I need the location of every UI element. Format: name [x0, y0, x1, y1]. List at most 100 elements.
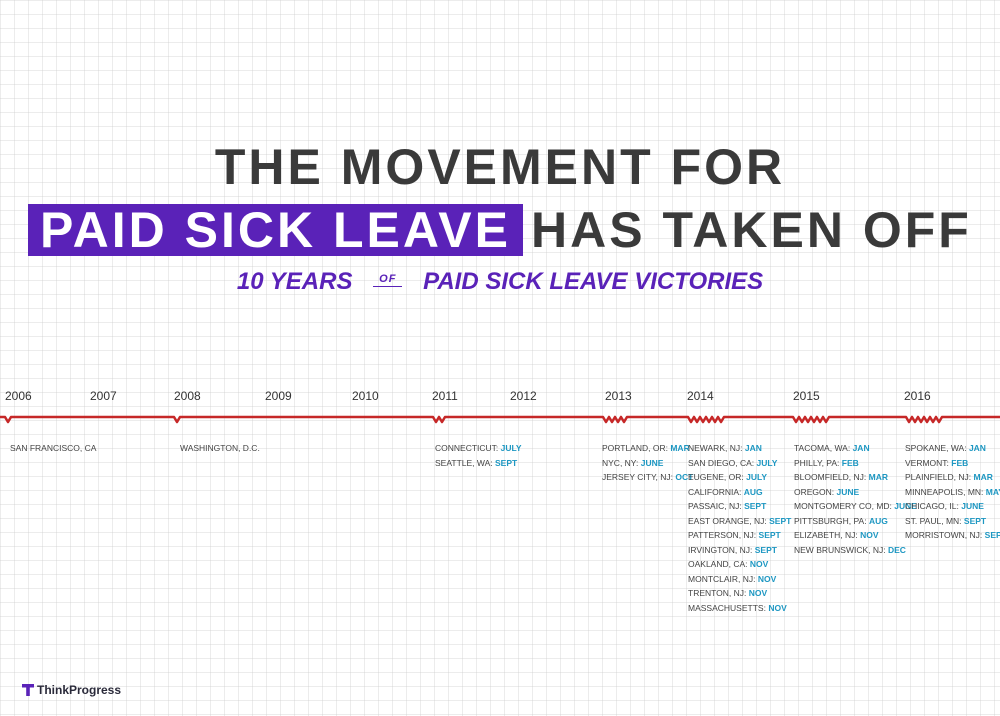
place-label: SAN FRANCISCO, CA — [10, 443, 97, 453]
month-label: MAR — [868, 472, 888, 482]
place-label: EUGENE, OR: — [688, 472, 744, 482]
place-label: NEWARK, NJ: — [688, 443, 743, 453]
month-label: NOV — [749, 559, 769, 569]
year-label-2008: 2008 — [174, 389, 201, 403]
column-2008: WASHINGTON, D.C. — [180, 441, 260, 456]
place-label: WASHINGTON, D.C. — [180, 443, 260, 453]
month-label: MAR — [973, 472, 993, 482]
timeline-line — [0, 415, 1000, 424]
column-2011: CONNECTICUT: JULY SEATTLE, WA: SEPT — [435, 441, 522, 470]
place-label: IRVINGTON, NJ: — [688, 544, 753, 555]
victory-entry: OAKLAND, CA: NOV — [688, 557, 791, 572]
place-label: OAKLAND, CA: — [688, 559, 748, 569]
victory-entry: EAST ORANGE, NJ: SEPT — [688, 514, 791, 529]
month-label: SEPT — [744, 501, 767, 511]
place-label: NYC, NY: — [602, 457, 639, 468]
column-2013: PORTLAND, OR: MAR NYC, NY: JUNE JERSEY C… — [602, 441, 693, 485]
month-label: OCT — [675, 472, 694, 482]
place-label: VERMONT: — [905, 457, 949, 468]
place-label: PORTLAND, OR: — [602, 443, 668, 453]
year-label-2009: 2009 — [265, 389, 292, 403]
victory-entry: PORTLAND, OR: MAR — [602, 441, 693, 456]
place-label: OREGON: — [794, 486, 835, 497]
year-label-2013: 2013 — [605, 389, 632, 403]
victory-entry: PATTERSON, NJ: SEPT — [688, 528, 791, 543]
year-label-2012: 2012 — [510, 389, 537, 403]
column-2014: NEWARK, NJ: JAN SAN DIEGO, CA: JULY EUGE… — [688, 441, 791, 615]
month-label: FEB — [841, 457, 859, 468]
year-label-2011: 2011 — [432, 389, 458, 403]
victory-entry: TRENTON, NJ: NOV — [688, 586, 791, 601]
month-label: JULY — [500, 443, 522, 453]
brand-name: ThinkProgress — [37, 683, 122, 697]
month-label: MAR — [670, 443, 690, 453]
column-2006: SAN FRANCISCO, CA — [10, 441, 96, 456]
month-label: DEC — [888, 544, 906, 555]
year-label-2006: 2006 — [5, 389, 32, 403]
month-label: JAN — [744, 443, 762, 453]
victory-entry: MASSACHUSETTS: NOV — [688, 601, 791, 616]
brand-logo: ThinkProgress — [22, 683, 121, 697]
victory-entry: PLAINFIELD, NJ: MAR — [905, 470, 1000, 485]
subtitle-of: OF — [373, 273, 403, 287]
subtitle-victories: PAID SICK LEAVE VICTORIES — [423, 268, 764, 295]
subtitle-years: 10 YEARS — [236, 268, 353, 295]
place-label: MONTGOMERY CO, MD: — [794, 501, 892, 511]
month-label: JUNE — [894, 501, 917, 511]
month-label: NOV — [768, 602, 787, 613]
t-logo-icon — [22, 684, 34, 696]
place-label: MONTCLAIR, NJ: — [688, 573, 756, 584]
victory-entry: CALIFORNIA: AUG — [688, 485, 791, 500]
place-label: EAST ORANGE, NJ: — [688, 515, 767, 526]
place-label: PASSAIC, NJ: — [688, 501, 742, 511]
victory-entry: PHILLY, PA: FEB — [794, 456, 917, 471]
victory-entry: WASHINGTON, D.C. — [180, 441, 260, 456]
victory-entry: SAN FRANCISCO, CA — [10, 441, 96, 456]
place-label: ST. PAUL, MN: — [905, 515, 962, 526]
victory-entry: NEW BRUNSWICK, NJ: DEC — [794, 543, 917, 558]
month-label: JULY — [746, 472, 768, 482]
month-label: SEPT — [769, 515, 792, 526]
victory-entry: MINNEAPOLIS, MN: MAY — [905, 485, 1000, 500]
victory-entry: NYC, NY: JUNE — [602, 456, 693, 471]
year-label-2010: 2010 — [352, 389, 379, 403]
month-label: JAN — [968, 443, 986, 453]
victory-entry: SAN DIEGO, CA: JULY — [688, 456, 791, 471]
place-label: PLAINFIELD, NJ: — [905, 472, 972, 482]
place-label: MASSACHUSETTS: — [688, 602, 766, 613]
month-label: SEPT — [984, 530, 1000, 540]
place-label: PITTSBURGH, PA: — [794, 515, 867, 526]
month-label: NOV — [748, 588, 768, 598]
month-label: JUNE — [961, 501, 984, 511]
title-rest: HAS TAKEN OFF — [530, 202, 972, 258]
month-label: NOV — [860, 530, 879, 540]
column-2016: SPOKANE, WA: JAN VERMONT: FEB PLAINFIELD… — [905, 441, 1000, 543]
place-label: TRENTON, NJ: — [688, 588, 747, 598]
month-label: FEB — [951, 457, 969, 468]
place-label: TACOMA, WA: — [794, 443, 851, 453]
month-label: MAY — [985, 486, 1000, 497]
place-label: ELIZABETH, NJ: — [794, 530, 858, 540]
place-label: MINNEAPOLIS, MN: — [905, 486, 984, 497]
year-label-2007: 2007 — [90, 389, 117, 403]
victory-entry: PASSAIC, NJ: SEPT — [688, 499, 791, 514]
place-label: SPOKANE, WA: — [905, 443, 967, 453]
victory-entry: TACOMA, WA: JAN — [794, 441, 917, 456]
timeline-path — [0, 415, 1000, 424]
place-label: CONNECTICUT: — [435, 443, 499, 453]
place-label: BLOOMFIELD, NJ: — [794, 472, 867, 482]
victory-entry: JERSEY CITY, NJ: OCT — [602, 470, 693, 485]
place-label: JERSEY CITY, NJ: — [602, 472, 674, 482]
place-label: SEATTLE, WA: — [435, 457, 493, 468]
victory-entry: ELIZABETH, NJ: NOV — [794, 528, 917, 543]
title-line-2: PAID SICK LEAVE HAS TAKEN OFF — [28, 202, 972, 258]
place-label: MORRISTOWN, NJ: — [905, 530, 983, 540]
title-highlight: PAID SICK LEAVE — [28, 204, 523, 256]
victory-entry: VERMONT: FEB — [905, 456, 1000, 471]
year-label-2014: 2014 — [687, 389, 714, 403]
place-label: PHILLY, PA: — [794, 457, 840, 468]
victory-entry: EUGENE, OR: JULY — [688, 470, 791, 485]
victory-entry: PITTSBURGH, PA: AUG — [794, 514, 917, 529]
victory-entry: MONTGOMERY CO, MD: JUNE — [794, 499, 917, 514]
month-label: AUG — [743, 486, 763, 497]
